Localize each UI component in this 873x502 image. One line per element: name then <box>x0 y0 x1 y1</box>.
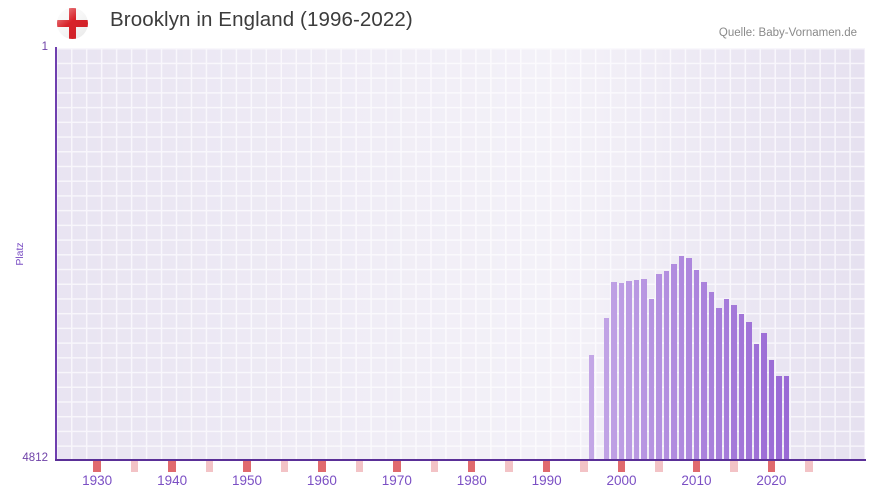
bar <box>663 271 670 460</box>
bar <box>716 308 722 460</box>
bar <box>656 274 662 460</box>
x-axis-tick <box>355 461 364 472</box>
x-axis-tick <box>542 461 551 472</box>
x-axis-tick <box>130 461 139 472</box>
x-axis-label: 1990 <box>531 473 562 488</box>
x-axis-tick <box>280 461 289 472</box>
x-axis-label: 2010 <box>681 473 712 488</box>
x-axis-tick <box>393 461 401 472</box>
bar <box>633 280 640 460</box>
bar <box>641 279 647 460</box>
flag-gloss <box>57 8 88 39</box>
bar <box>761 332 767 460</box>
source-note: Quelle: Baby-Vornamen.de <box>718 27 857 39</box>
x-axis-tick <box>805 461 813 472</box>
x-axis-tick <box>617 461 626 472</box>
y-axis-tick-bottom: 4812 <box>22 452 48 464</box>
england-flag-icon <box>57 8 88 39</box>
y-axis-title: Platz <box>14 242 26 266</box>
x-axis-tick <box>318 461 326 472</box>
x-axis-tick <box>692 461 701 472</box>
bar <box>588 354 595 460</box>
bar <box>686 257 692 460</box>
bar <box>776 376 782 460</box>
x-axis-tick <box>655 461 663 472</box>
bar <box>693 270 700 460</box>
bar <box>738 314 745 460</box>
bar <box>618 283 625 460</box>
x-axis-line <box>55 459 866 461</box>
chart-title: Brooklyn in England (1996-2022) <box>110 8 413 31</box>
bar <box>746 322 752 460</box>
x-axis-labels: 1930 1940 1950 1960 1970 1980 1990 2000 2010 2020 <box>0 473 873 497</box>
x-axis-tick <box>243 461 251 472</box>
x-axis-label: 1970 <box>381 473 412 488</box>
bar <box>701 282 707 460</box>
x-axis-label: 1950 <box>231 473 263 488</box>
bar <box>768 360 775 460</box>
x-axis-tick <box>430 461 438 472</box>
x-axis-tick <box>468 461 476 472</box>
y-axis-line <box>55 47 57 461</box>
x-axis-tick <box>205 461 214 472</box>
plot-area <box>56 48 865 460</box>
bar <box>611 282 617 460</box>
x-axis-label: 1940 <box>157 473 188 488</box>
x-axis-tick <box>580 461 588 472</box>
bar <box>708 292 715 460</box>
x-axis-tick <box>730 461 738 472</box>
x-axis-label: 1960 <box>306 473 337 488</box>
bar <box>626 281 632 460</box>
bar <box>753 344 760 460</box>
bar <box>783 375 790 460</box>
x-axis-label: 1930 <box>82 473 113 488</box>
bar <box>723 299 730 460</box>
x-axis-label: 2000 <box>606 473 637 488</box>
x-axis-label: 1980 <box>456 473 487 488</box>
bar <box>603 317 610 460</box>
bar <box>731 305 737 460</box>
chart-header: Brooklyn in England (1996-2022) Quelle: … <box>0 0 873 48</box>
bar <box>648 298 655 460</box>
x-axis-ticks <box>56 461 865 473</box>
x-axis-tick <box>505 461 513 472</box>
bar <box>678 256 685 460</box>
x-axis-tick <box>168 461 176 472</box>
x-axis-tick <box>767 461 776 472</box>
y-axis-tick-top: 1 <box>41 41 48 53</box>
x-axis-tick <box>93 461 101 472</box>
x-axis-label: 2020 <box>756 473 787 488</box>
bar <box>671 264 677 460</box>
bar-series <box>56 48 865 460</box>
